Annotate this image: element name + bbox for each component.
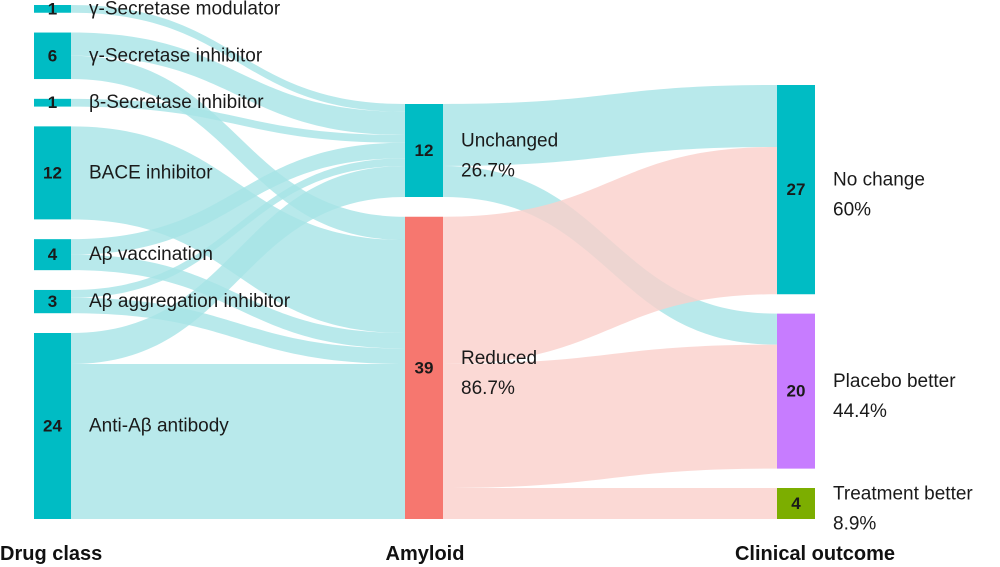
- node-value-red: 39: [415, 358, 434, 377]
- link-anti-to-red: [71, 364, 405, 519]
- nodes-layer: 1 6 1 12 4 3 24 12 39 27 20 4: [34, 0, 815, 519]
- node-value-vacc: 4: [48, 245, 58, 264]
- node-value-bsi: 1: [48, 93, 57, 112]
- node-label-red: Reduced: [461, 348, 537, 369]
- link-red-to-plac: [443, 344, 777, 488]
- node-label-anti: Anti-Aβ antibody: [89, 416, 229, 437]
- node-label-gsm: γ-Secretase modulator: [89, 0, 281, 19]
- node-value-anti: 24: [43, 417, 62, 436]
- node-label-gsi: γ-Secretase inhibitor: [89, 45, 263, 66]
- node-value-aggr: 3: [48, 292, 57, 311]
- node-noch: [777, 85, 815, 295]
- node-percent-plac: 44.4%: [833, 401, 887, 422]
- link-vacc-to-unch: [71, 142, 405, 255]
- link-bsi-to-unch: [71, 98, 405, 143]
- node-bace: [34, 126, 71, 220]
- node-value-bace: 12: [43, 163, 62, 182]
- node-gsm: [34, 5, 71, 13]
- node-label-bsi: β-Secretase inhibitor: [89, 92, 264, 113]
- node-label-unch: Unchanged: [461, 131, 558, 152]
- link-aggr-to-red: [71, 297, 405, 364]
- column-title-drug: Drug class: [0, 543, 102, 565]
- node-percent-red: 86.7%: [461, 378, 515, 399]
- link-anti-to-unch: [71, 166, 405, 364]
- node-value-plac: 20: [787, 382, 806, 401]
- link-red-to-noch: [443, 147, 777, 364]
- node-unch: [405, 104, 443, 197]
- link-gsi-to-red: [71, 55, 405, 240]
- column-title-outcome: Clinical outcome: [735, 543, 895, 565]
- link-unch-to-noch: [443, 85, 777, 166]
- node-label-bace: BACE inhibitor: [89, 162, 213, 183]
- link-red-to-treat: [443, 488, 777, 519]
- node-percent-treat: 8.9%: [833, 514, 876, 535]
- node-value-unch: 12: [415, 141, 434, 160]
- labels-layer: γ-Secretase modulator γ-Secretase inhibit…: [89, 0, 973, 535]
- node-label-aggr: Aβ aggregation inhibitor: [89, 291, 291, 312]
- node-percent-noch: 60%: [833, 200, 871, 221]
- node-vacc: [34, 239, 71, 271]
- node-plac: [777, 313, 815, 469]
- node-aggr: [34, 289, 71, 314]
- node-value-gsi: 6: [48, 46, 57, 65]
- column-title-amyloid: Amyloid: [386, 543, 465, 565]
- node-percent-unch: 26.7%: [461, 161, 515, 182]
- node-gsi: [34, 32, 71, 80]
- node-anti: [34, 333, 71, 519]
- node-value-gsm: 1: [48, 0, 57, 18]
- node-value-noch: 27: [787, 180, 806, 199]
- node-label-vacc: Aβ vaccination: [89, 244, 213, 265]
- node-label-noch: No change: [833, 170, 925, 191]
- links-layer: [71, 5, 777, 519]
- link-gsi-to-unch: [71, 32, 405, 135]
- node-treat: [777, 488, 815, 519]
- column-titles: Drug class Amyloid Clinical outcome: [0, 543, 895, 565]
- link-aggr-to-unch: [71, 158, 405, 298]
- node-bsi: [34, 98, 71, 107]
- node-label-treat: Treatment better: [833, 484, 973, 505]
- link-gsm-to-unch: [71, 5, 405, 112]
- node-value-treat: 4: [791, 494, 801, 513]
- node-label-plac: Placebo better: [833, 371, 956, 392]
- node-red: [405, 216, 443, 519]
